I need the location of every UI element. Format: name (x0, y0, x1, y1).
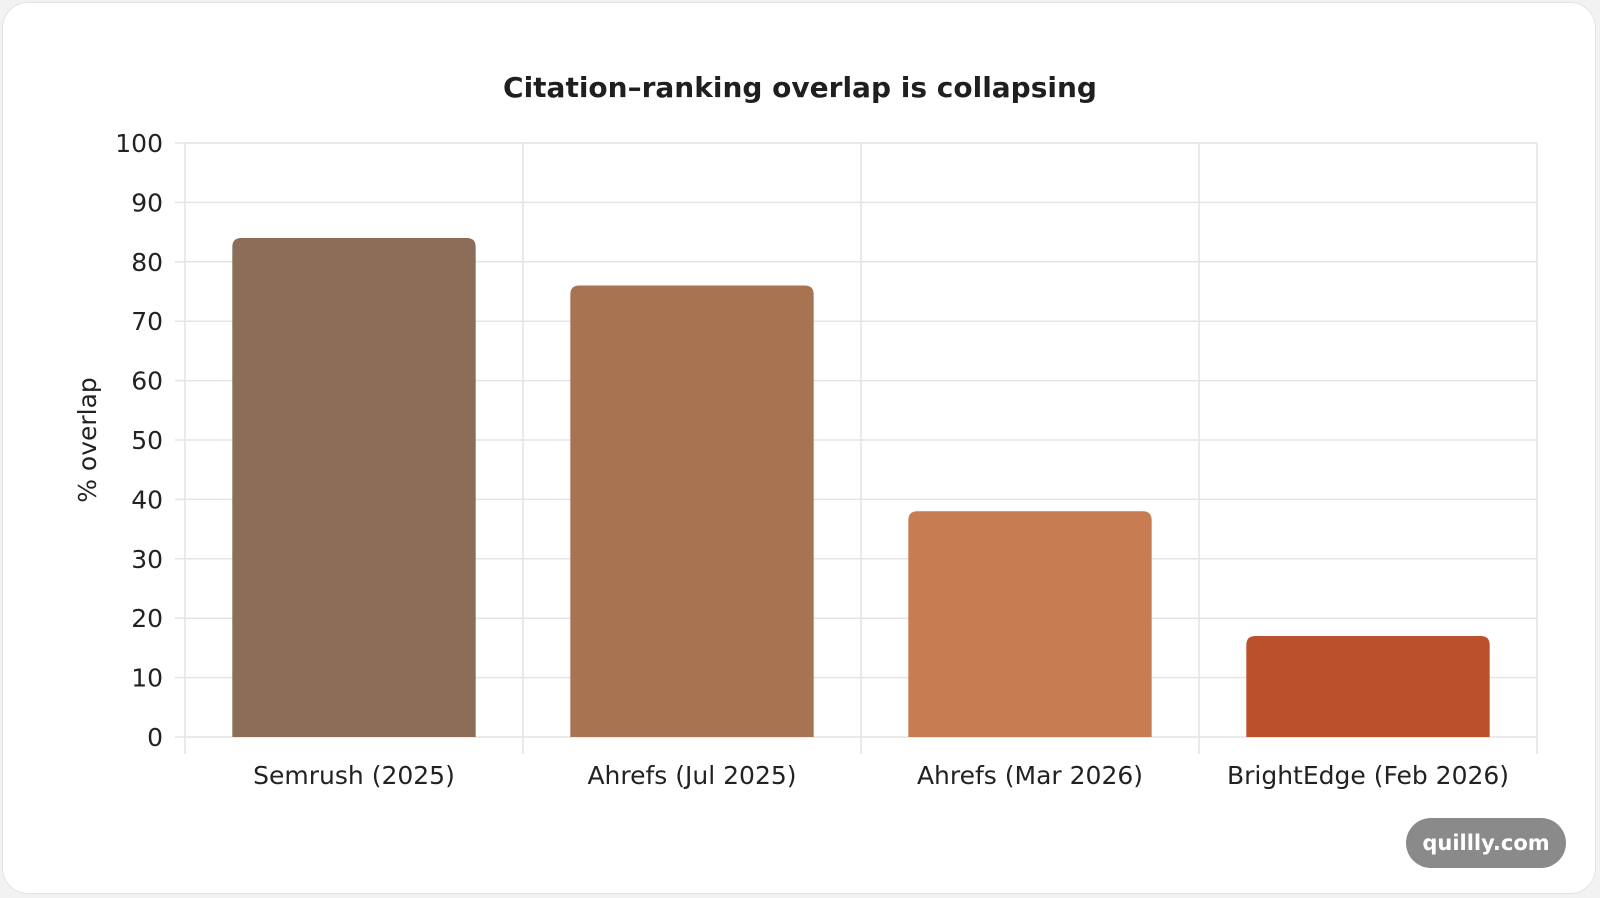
y-tick-label: 70 (131, 307, 163, 336)
bars (232, 238, 1490, 738)
y-axis-title: % overlap (73, 377, 102, 503)
x-tick-label: BrightEdge (Feb 2026) (1227, 761, 1509, 790)
y-tick-label: 80 (131, 248, 163, 277)
bar (232, 238, 476, 738)
y-tick-label: 50 (131, 426, 163, 455)
bar (908, 511, 1152, 737)
x-tick-label: Semrush (2025) (253, 761, 455, 790)
y-tick-label: 60 (131, 367, 163, 396)
ticks: 0 10 20 30 40 50 60 70 80 90 100 Semrush (2025) Ahre… (115, 129, 1509, 790)
y-tick-label: 0 (147, 723, 163, 752)
y-tick-label: 40 (131, 485, 163, 514)
y-tick-label: 10 (131, 664, 163, 693)
chart-title: Citation–ranking overlap is collapsing (503, 71, 1097, 104)
bar (1246, 636, 1490, 737)
y-tick-label: 20 (131, 604, 163, 633)
bar (570, 285, 814, 737)
y-tick-label: 100 (115, 129, 163, 158)
y-tick-label: 30 (131, 545, 163, 574)
y-tick-label: 90 (131, 188, 163, 217)
watermark-badge: quillly.com (1406, 818, 1566, 868)
x-tick-label: Ahrefs (Mar 2026) (917, 761, 1143, 790)
x-tick-label: Ahrefs (Jul 2025) (587, 761, 796, 790)
